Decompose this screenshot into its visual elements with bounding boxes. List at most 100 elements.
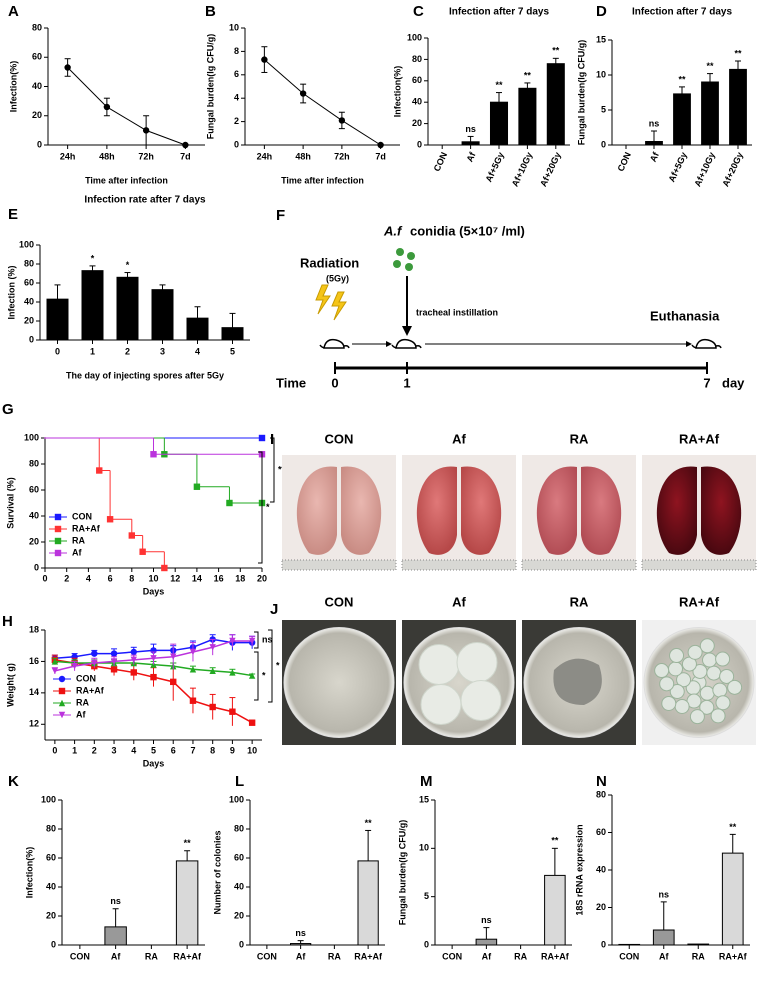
y-tick-label: 5	[424, 891, 429, 901]
marker	[54, 549, 62, 557]
legend-label: RA	[76, 697, 89, 707]
x-tick-label: 2	[125, 346, 130, 356]
marker	[91, 650, 98, 657]
x-tick-label: 4	[86, 573, 91, 583]
y-tick-label: 40	[29, 510, 39, 520]
x-tick-label: 2	[92, 745, 97, 755]
x-tick-label: 8	[129, 573, 134, 583]
x-tick-label: CON	[432, 151, 450, 173]
significance-label: **	[365, 818, 373, 828]
significance-label: ns	[262, 634, 273, 644]
lightning-icon	[331, 291, 347, 321]
y-tick-label: 0	[601, 939, 606, 949]
legend-label: CON	[72, 511, 92, 521]
marker	[110, 658, 118, 665]
panel-letter: H	[2, 613, 13, 630]
ruler	[281, 559, 397, 571]
y-tick-label: 12	[29, 719, 39, 729]
y-tick-label: 0	[234, 139, 239, 149]
significance-label: ns	[649, 118, 660, 128]
bar	[652, 929, 675, 946]
ruler	[521, 559, 637, 571]
bar	[175, 860, 199, 946]
x-tick-label: RA	[692, 951, 705, 961]
marker	[377, 141, 384, 149]
y-tick-label: 60	[29, 484, 39, 494]
photo-label: RA	[570, 594, 589, 609]
marker	[58, 699, 66, 707]
marker	[91, 659, 98, 667]
x-tick-label: 5	[230, 346, 235, 356]
marker	[170, 678, 177, 686]
x-tick-label: Af+5Gy	[483, 151, 505, 184]
x-tick-label: RA	[328, 951, 341, 961]
y-tick-label: 100	[229, 794, 244, 804]
x-tick-label: RA	[514, 951, 527, 961]
significance-label: *	[266, 502, 270, 512]
x-tick-label: Af	[482, 951, 492, 961]
x-tick-label: 1	[72, 745, 77, 755]
lung	[296, 466, 337, 555]
y-tick-label: 100	[19, 239, 34, 249]
x-tick-label: 48h	[99, 151, 115, 161]
y-tick-label: 100	[407, 32, 422, 42]
x-tick-label: RA+Af	[719, 951, 748, 961]
marker	[170, 653, 177, 660]
bar	[461, 141, 480, 146]
significance-label: **	[184, 838, 192, 848]
panel-letter: M	[420, 773, 433, 790]
y-tick-label: 40	[234, 881, 244, 891]
colony	[659, 676, 675, 692]
y-axis-label: Infection(%)	[8, 61, 18, 113]
marker	[261, 56, 268, 63]
photo-label: Af	[452, 431, 466, 446]
chart-title: Infection after 7 days	[449, 7, 549, 18]
photo-label: CON	[325, 594, 354, 609]
marker	[248, 672, 256, 679]
significance-label: **	[678, 74, 686, 84]
y-tick-label: 80	[32, 22, 42, 32]
marker	[71, 662, 78, 670]
bar	[546, 63, 565, 146]
mouse-icons	[319, 338, 722, 349]
y-tick-label: 18	[29, 624, 39, 634]
marker	[299, 90, 307, 97]
x-tick-label: 72h	[138, 151, 154, 161]
y-tick-label: 40	[412, 97, 422, 107]
colony	[727, 679, 743, 695]
y-tick-label: 60	[32, 52, 42, 62]
marker	[229, 669, 236, 676]
y-tick-label: 0	[239, 939, 244, 949]
lung	[341, 466, 382, 555]
x-tick-label: 8	[210, 745, 215, 755]
colony	[699, 638, 715, 654]
y-tick-label: 20	[32, 110, 42, 120]
bar	[357, 860, 379, 946]
y-tick-label: 20	[46, 910, 56, 920]
significance-label: *	[126, 260, 130, 270]
bar	[104, 926, 127, 946]
marker	[229, 637, 236, 645]
x-tick-label: CON	[615, 151, 633, 173]
x-axis-label: The day of injecting spores after 5Gy	[66, 370, 224, 380]
y-tick-label: 40	[32, 81, 42, 91]
panel-letter: B	[205, 3, 216, 20]
x-tick-label: CON	[619, 951, 639, 961]
lung	[701, 466, 742, 555]
colony	[676, 672, 692, 688]
marker	[150, 655, 157, 662]
x-tick-label: 5	[151, 745, 156, 755]
bar	[116, 276, 139, 341]
marker	[150, 673, 157, 681]
x-tick-label: CON	[70, 951, 90, 961]
marker	[58, 687, 66, 695]
y-tick-label: 16	[29, 656, 39, 666]
marker	[182, 141, 189, 149]
bar	[701, 81, 719, 146]
y-axis-label: 18S rRNA expression	[574, 824, 584, 915]
y-tick-label: 80	[46, 823, 56, 833]
x-tick-label: 6	[108, 573, 113, 583]
panel-letter: J	[270, 601, 278, 618]
x-tick-label: 12	[170, 573, 180, 583]
x-tick-label: 10	[148, 573, 158, 583]
